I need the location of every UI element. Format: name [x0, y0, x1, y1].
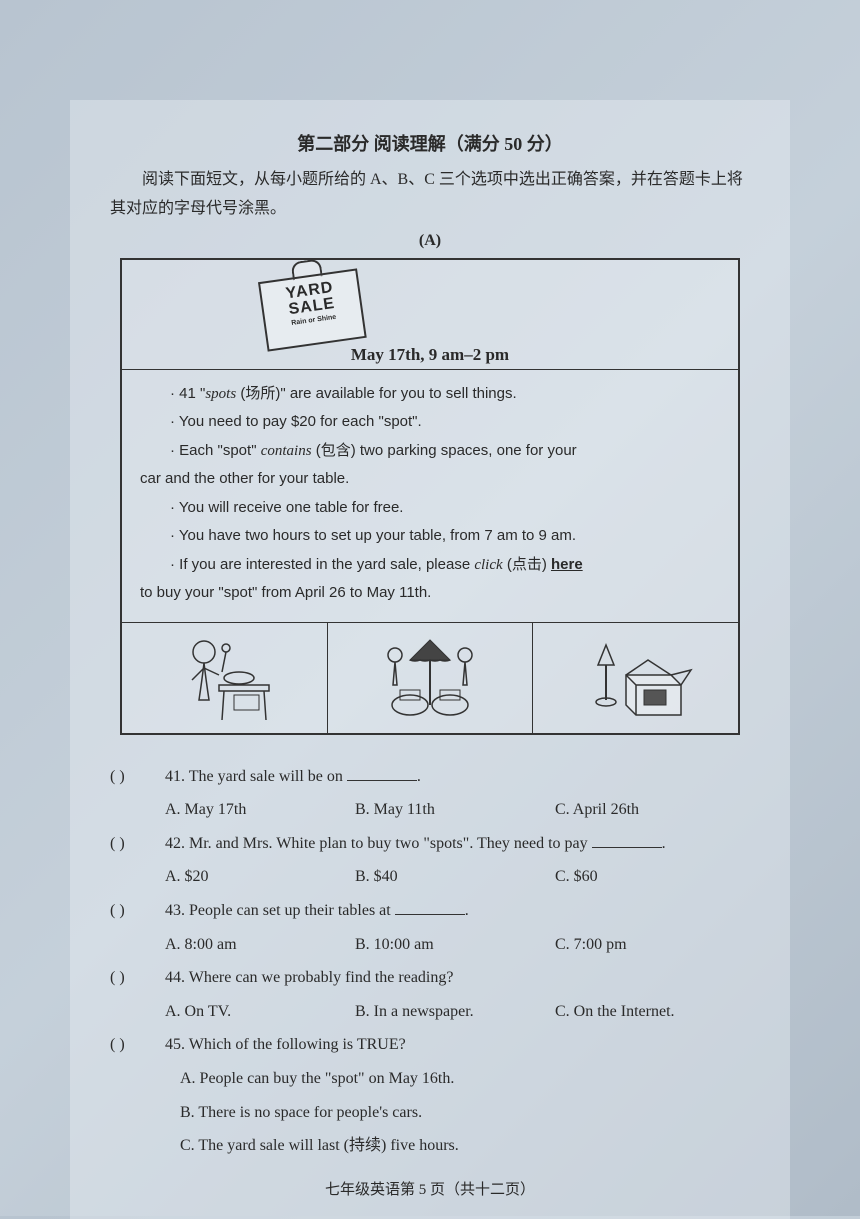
yard-images-row: [122, 623, 738, 733]
answer-paren[interactable]: ( ): [110, 760, 165, 794]
answer-paren[interactable]: ( ): [110, 827, 165, 861]
answer-paren[interactable]: ( ): [110, 961, 165, 995]
option-a: A. May 17th: [165, 793, 355, 827]
option-a: A. $20: [165, 860, 355, 894]
yard-header: YARD SALE Rain or Shine May 17th, 9 am–2…: [122, 260, 738, 370]
question-row: ( )41. The yard sale will be on .: [110, 760, 750, 794]
illustration-seller: [122, 623, 328, 733]
yard-bullet: · You have two hours to set up your tabl…: [140, 522, 720, 551]
option: C. The yard sale will last (持续) five hou…: [110, 1129, 750, 1163]
option: A. People can buy the "spot" on May 16th…: [110, 1062, 750, 1096]
yard-bullet: car and the other for your table.: [140, 465, 720, 494]
options-row: A. 8:00 amB. 10:00 amC. 7:00 pm: [110, 928, 750, 962]
option-b: B. $40: [355, 860, 555, 894]
options-row: A. May 17thB. May 11thC. April 26th: [110, 793, 750, 827]
question-stem: 44. Where can we probably find the readi…: [165, 961, 750, 995]
instructions: 阅读下面短文，从每小题所给的 A、B、C 三个选项中选出正确答案，并在答题卡上将…: [110, 166, 750, 224]
question-row: ( )44. Where can we probably find the re…: [110, 961, 750, 995]
question-stem: 41. The yard sale will be on .: [165, 760, 750, 794]
passage-label: (A): [110, 232, 750, 250]
yard-sale-sign: YARD SALE Rain or Shine: [257, 258, 368, 356]
question-stem: 43. People can set up their tables at .: [165, 894, 750, 928]
yard-bullet: · You will receive one table for free.: [140, 494, 720, 523]
question-stem: 45. Which of the following is TRUE?: [165, 1028, 750, 1062]
yard-bullet: · If you are interested in the yard sale…: [140, 551, 720, 580]
yard-sale-box: YARD SALE Rain or Shine May 17th, 9 am–2…: [120, 258, 740, 735]
option-a: A. 8:00 am: [165, 928, 355, 962]
question-stem: 42. Mr. and Mrs. White plan to buy two "…: [165, 827, 750, 861]
question-row: ( )45. Which of the following is TRUE?: [110, 1028, 750, 1062]
illustration-market: [328, 623, 534, 733]
yard-bullet: to buy your "spot" from April 26 to May …: [140, 579, 720, 608]
questions-block: ( )41. The yard sale will be on .A. May …: [110, 760, 750, 1163]
answer-paren[interactable]: ( ): [110, 894, 165, 928]
yard-bullet: · You need to pay $20 for each "spot".: [140, 408, 720, 437]
option-c: C. $60: [555, 860, 750, 894]
yard-bullet: · 41 "spots (场所)" are available for you …: [140, 380, 720, 409]
answer-paren[interactable]: ( ): [110, 1028, 165, 1062]
options-row: A. $20B. $40C. $60: [110, 860, 750, 894]
yard-body: · 41 "spots (场所)" are available for you …: [122, 370, 738, 623]
option-c: C. 7:00 pm: [555, 928, 750, 962]
option-c: C. April 26th: [555, 793, 750, 827]
option-b: B. 10:00 am: [355, 928, 555, 962]
yard-bullet: · Each "spot" contains (包含) two parking …: [140, 437, 720, 466]
option-b: B. May 11th: [355, 793, 555, 827]
question-row: ( )42. Mr. and Mrs. White plan to buy tw…: [110, 827, 750, 861]
option: B. There is no space for people's cars.: [110, 1096, 750, 1130]
illustration-lamp-box: [533, 623, 738, 733]
option-b: B. In a newspaper.: [355, 995, 555, 1029]
page-footer: 七年级英语第 5 页（共十二页）: [110, 1178, 750, 1199]
option-a: A. On TV.: [165, 995, 355, 1029]
options-row: A. On TV.B. In a newspaper.C. On the Int…: [110, 995, 750, 1029]
date-line: May 17th, 9 am–2 pm: [122, 345, 738, 365]
section-title: 第二部分 阅读理解（满分 50 分）: [110, 130, 750, 156]
question-row: ( )43. People can set up their tables at…: [110, 894, 750, 928]
exam-paper: 第二部分 阅读理解（满分 50 分） 阅读下面短文，从每小题所给的 A、B、C …: [70, 100, 790, 1219]
option-c: C. On the Internet.: [555, 995, 750, 1029]
